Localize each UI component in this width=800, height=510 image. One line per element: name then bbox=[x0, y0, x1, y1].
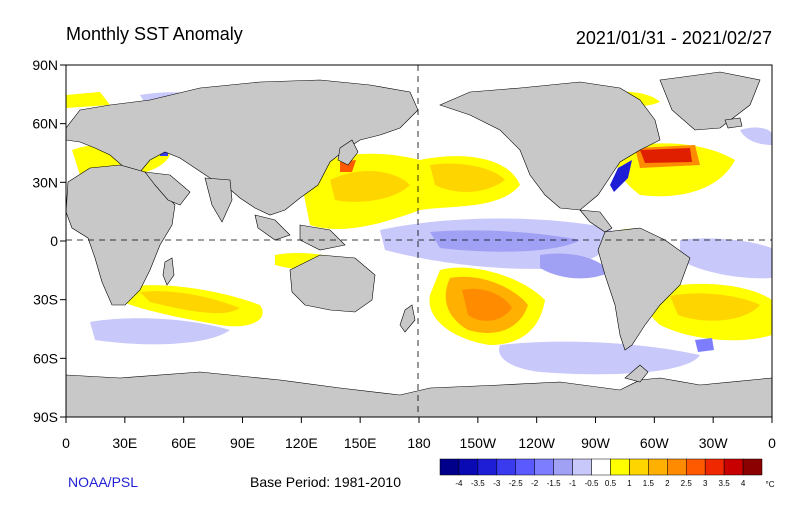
lon-tick-label: 30E bbox=[112, 435, 137, 451]
credit-label: NOAA/PSL bbox=[68, 474, 139, 490]
colorbar-swatch bbox=[572, 458, 592, 476]
lon-tick-label: 60E bbox=[171, 435, 196, 451]
base-period-label: Base Period: 1981-2010 bbox=[250, 474, 401, 490]
colorbar-tick-label: -3.5 bbox=[471, 479, 485, 488]
lon-tick-label: 150E bbox=[344, 435, 377, 451]
colorbar-tick-label: 0.5 bbox=[605, 479, 617, 488]
colorbar-swatch bbox=[515, 458, 535, 476]
colorbar-tick-label: -2 bbox=[531, 479, 539, 488]
colorbar-tick-label: -4 bbox=[455, 479, 463, 488]
colorbar-tick-label: 1 bbox=[627, 479, 632, 488]
lat-tick-label: 60S bbox=[33, 350, 58, 366]
map-title: Monthly SST Anomaly bbox=[66, 24, 243, 44]
colorbar-swatch bbox=[439, 458, 460, 476]
land-masses bbox=[66, 71, 772, 417]
lon-tick-label: 0 bbox=[62, 435, 70, 451]
colorbar-tick-label: -1.5 bbox=[547, 479, 561, 488]
colorbar-swatch bbox=[667, 458, 687, 476]
colorbar-swatch bbox=[553, 458, 573, 476]
colorbar-swatch bbox=[458, 458, 479, 476]
longitude-axis: 0 30E 60E 90E 120E 150E 180 150W 120W 90W 60W 30W 0 bbox=[62, 417, 776, 451]
lon-tick-label: 180 bbox=[407, 435, 431, 451]
lon-tick-label: 120W bbox=[518, 435, 555, 451]
warm-anomaly-patches bbox=[66, 91, 772, 345]
color-legend: -4 -3.5 -3 -2.5 -2 -1.5 -1 -0.5 0.5 1 1.5 2 2.5 3 3.5 4… bbox=[439, 458, 775, 489]
colorbar-tick-label: 3.5 bbox=[719, 479, 731, 488]
colorbar-swatch bbox=[629, 458, 649, 476]
lon-tick-label: 90W bbox=[581, 435, 611, 451]
colorbar-swatch bbox=[534, 458, 554, 476]
colorbar-swatch bbox=[723, 458, 744, 476]
colorbar-tick-label: 3 bbox=[703, 479, 708, 488]
lon-tick-label: 0 bbox=[768, 435, 776, 451]
colorbar-tick-label: -1 bbox=[569, 479, 577, 488]
lon-tick-label: 30W bbox=[699, 435, 729, 451]
colorbar-tick-label: -0.5 bbox=[585, 479, 599, 488]
colorbar-swatch bbox=[685, 458, 706, 476]
colorbar-swatch bbox=[648, 458, 668, 476]
colorbar-tick-label: -2.5 bbox=[509, 479, 523, 488]
colorbar-unit: °C bbox=[766, 480, 775, 489]
colorbar-swatch bbox=[591, 458, 611, 476]
colorbar-swatch bbox=[610, 458, 630, 476]
colorbar-swatch bbox=[742, 458, 763, 476]
colorbar-swatch bbox=[704, 458, 725, 476]
latitude-axis: 90N 60N 30N 0 30S 60S 90S bbox=[32, 57, 66, 425]
colorbar-tick-label: 2 bbox=[665, 479, 670, 488]
lon-tick-label: 90E bbox=[230, 435, 255, 451]
colorbar-swatch bbox=[477, 458, 498, 476]
lon-tick-label: 120E bbox=[285, 435, 318, 451]
lon-tick-label: 150W bbox=[460, 435, 497, 451]
colorbar-tick-label: 2.5 bbox=[681, 479, 693, 488]
date-range: 2021/01/31 - 2021/02/27 bbox=[575, 28, 772, 48]
lat-tick-label: 30N bbox=[32, 174, 58, 190]
colorbar-tick-label: -3 bbox=[493, 479, 501, 488]
colorbar-tick-label: 4 bbox=[741, 479, 746, 488]
lon-tick-label: 60W bbox=[640, 435, 670, 451]
colorbar-tick-label: 1.5 bbox=[643, 479, 655, 488]
lat-tick-label: 0 bbox=[50, 233, 58, 249]
lat-tick-label: 30S bbox=[33, 292, 58, 308]
colorbar-swatch bbox=[496, 458, 517, 476]
lat-tick-label: 90S bbox=[33, 409, 58, 425]
lat-tick-label: 90N bbox=[32, 57, 58, 73]
cool-anomaly-patches bbox=[90, 92, 772, 375]
lat-tick-label: 60N bbox=[32, 116, 58, 132]
